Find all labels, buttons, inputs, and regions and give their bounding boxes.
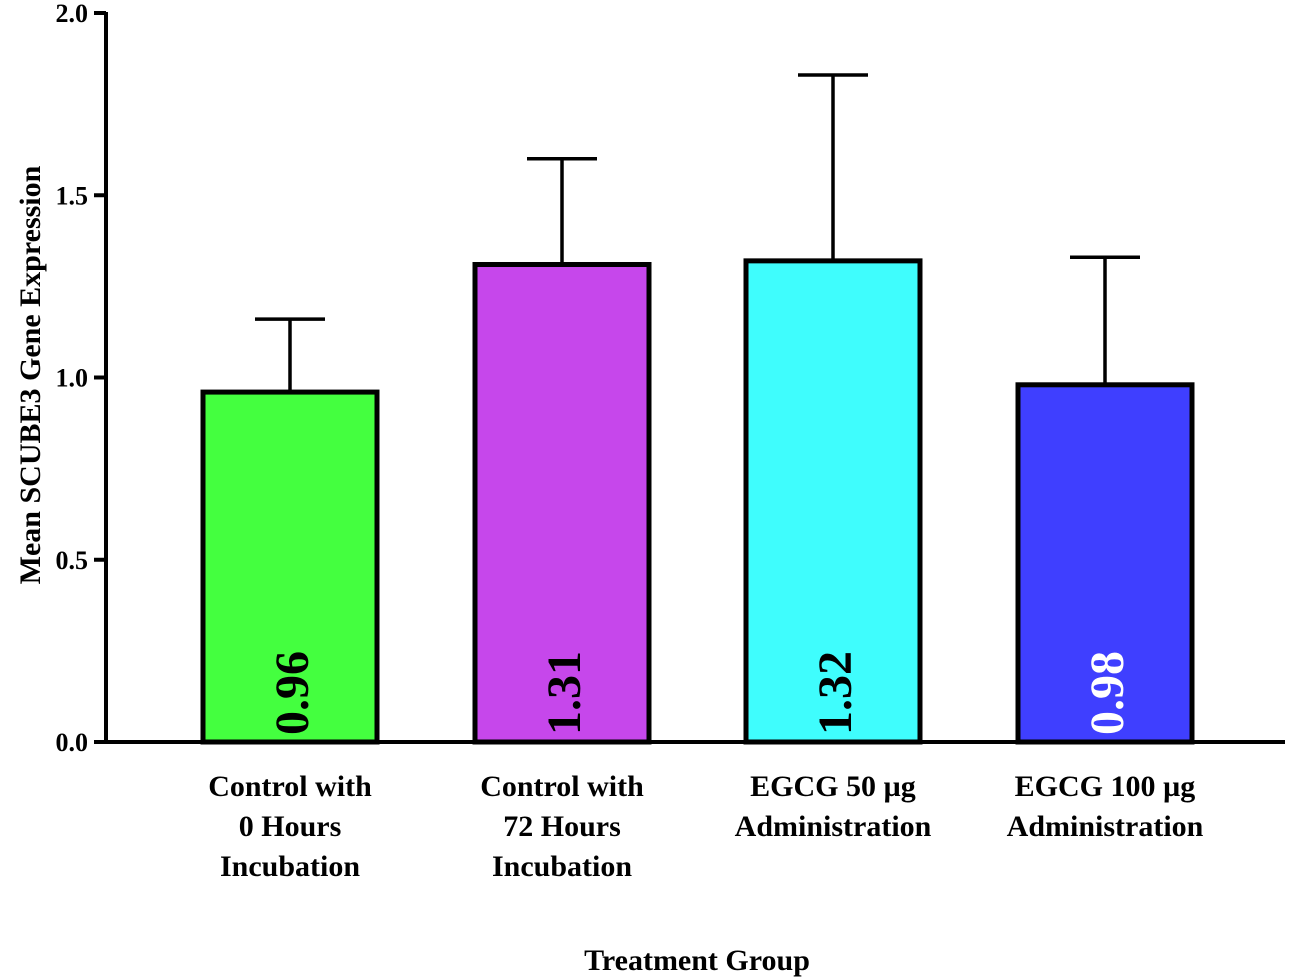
x-category-label-line: 0 Hours (239, 810, 342, 843)
y-tick-label: 1.5 (56, 181, 89, 210)
x-category-label-line: EGCG 50 µg (750, 770, 916, 803)
x-category-label-line: Incubation (220, 850, 360, 883)
y-tick-label: 0.5 (56, 546, 89, 575)
bar (1015, 382, 1195, 745)
x-category-label: Control with 72 Hours Incubation (480, 770, 644, 883)
bar (200, 389, 380, 745)
y-tick-label: 2.0 (56, 0, 89, 28)
axes-layer (94, 11, 1285, 744)
x-category-label: Control with 0 Hours Incubation (208, 770, 372, 883)
data-label: 0.96 (266, 651, 319, 735)
data-label: 1.31 (538, 651, 591, 735)
x-category-label: EGCG 100 µg Administration (1007, 770, 1204, 843)
x-category-label-line: 72 Hours (503, 810, 621, 843)
x-category-label-line: Incubation (492, 850, 632, 883)
data-label: 1.32 (809, 651, 862, 735)
x-category-label-line: Control with (208, 770, 372, 803)
x-category-label-line: Control with (480, 770, 644, 803)
bar (743, 258, 923, 745)
labels-layer: 0.0 0.5 1.0 1.5 2.0 0.96 Control with 0 Hours In… (56, 0, 1204, 883)
x-category-label: EGCG 50 µg Administration (735, 770, 932, 843)
data-label: 0.98 (1081, 651, 1134, 735)
bars-layer (200, 73, 1195, 745)
x-category-label-line: EGCG 100 µg (1015, 770, 1196, 803)
y-axis-title: Mean SCUBE3 Gene Expression (14, 165, 47, 584)
y-tick-label: 0.0 (56, 728, 89, 757)
x-category-label-line: Administration (1007, 810, 1204, 843)
x-category-label-line: Administration (735, 810, 932, 843)
x-axis-title: Treatment Group (584, 944, 810, 977)
y-tick-label: 1.0 (56, 364, 89, 393)
